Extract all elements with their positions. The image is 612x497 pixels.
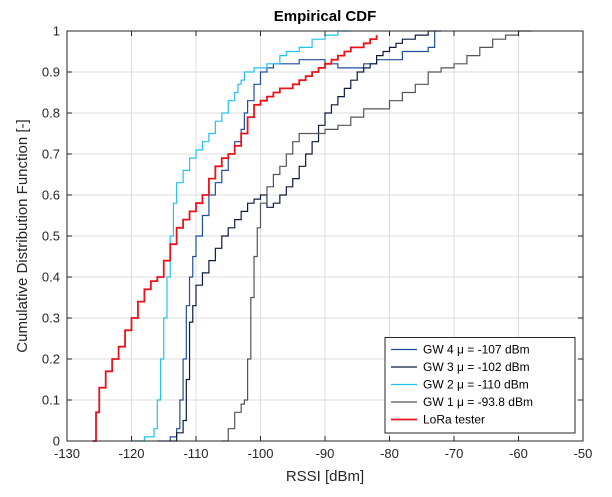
legend-entry: GW 3 μ = -102 dBm (423, 360, 530, 374)
legend-entry: LoRa tester (423, 413, 485, 427)
legend-entry: GW 1 μ = -93.8 dBm (423, 395, 533, 409)
y-tick-label: 0.1 (42, 393, 60, 408)
x-tick-label: -50 (574, 446, 593, 461)
y-tick-label: 0.3 (42, 311, 60, 326)
x-tick-label: -100 (247, 446, 273, 461)
legend-entry: GW 4 μ = -107 dBm (423, 343, 530, 357)
y-tick-label: 0 (53, 434, 60, 449)
y-tick-label: 0.5 (42, 229, 60, 244)
y-tick-label: 0.9 (42, 65, 60, 80)
y-tick-label: 1 (53, 24, 60, 39)
y-axis-label: Cumulative Distribution Function [-] (14, 119, 31, 352)
ticks: -130 -120 -110 -100 -90 -80 -70 -60 -50 0 0.1 0.2 0.… (42, 24, 592, 462)
y-tick-label: 0.6 (42, 188, 60, 203)
x-tick-label: -90 (316, 446, 335, 461)
y-tick-label: 0.4 (42, 270, 60, 285)
legend-box (384, 337, 576, 434)
x-tick-label: -70 (445, 446, 464, 461)
x-tick-label: -110 (183, 446, 208, 461)
x-tick-label: -80 (380, 446, 399, 461)
series-line-5 (92, 35, 378, 442)
legend-entry: GW 2 μ = -110 dBm (423, 378, 529, 392)
series-line-2 (170, 30, 442, 442)
series-line-4 (221, 30, 532, 442)
series-line-1 (157, 31, 436, 442)
series-group (92, 30, 532, 442)
x-tick-label: -120 (118, 446, 144, 461)
y-tick-label: 0.7 (42, 147, 60, 162)
x-tick-label: -130 (54, 446, 80, 461)
series-line-3 (131, 30, 351, 442)
x-tick-label: -60 (509, 446, 528, 461)
y-tick-label: 0.8 (42, 106, 60, 121)
y-tick-label: 0.2 (42, 352, 60, 367)
x-axis-label: RSSI [dBm] (286, 468, 364, 485)
legend: GW 4 μ = -107 dBm GW 3 μ = -102 dBm GW 2 μ… (384, 337, 576, 434)
chart-title: Empirical CDF (274, 8, 377, 25)
